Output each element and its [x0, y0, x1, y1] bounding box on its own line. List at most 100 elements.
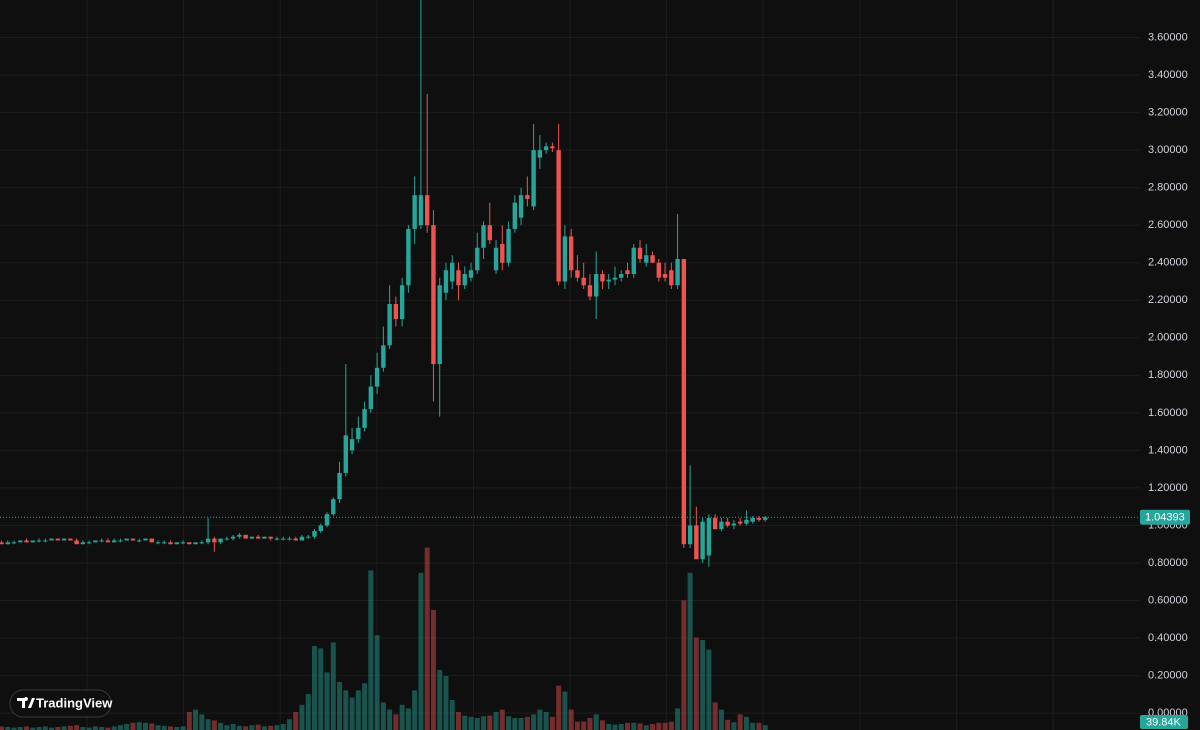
y-tick-label: 2.60000	[1148, 219, 1188, 231]
volume-bar	[324, 672, 330, 730]
volume-bar	[568, 709, 574, 730]
volume-bar	[599, 720, 605, 730]
candle-body	[719, 521, 724, 530]
candle-body	[506, 228, 511, 263]
volume-bar	[437, 670, 443, 730]
y-tick-label: 0.40000	[1148, 632, 1188, 644]
candle-body	[518, 195, 524, 218]
candle-body	[562, 236, 568, 282]
volume-bar	[330, 642, 336, 730]
candle-body	[124, 538, 129, 541]
y-tick-label: 0.60000	[1148, 594, 1188, 606]
volume-bar	[186, 712, 192, 730]
volume-bar	[236, 725, 242, 730]
volume-bar	[180, 726, 186, 730]
volume-bar	[556, 685, 562, 730]
candle-body	[293, 538, 298, 541]
volume-bar	[255, 724, 261, 730]
volume-bar	[142, 722, 148, 730]
volume-bar	[731, 722, 737, 730]
volume-bar	[312, 646, 317, 730]
volume-bar	[606, 724, 612, 730]
candle-body	[625, 270, 630, 274]
volume-bar	[99, 727, 105, 730]
candle-body	[687, 525, 693, 545]
volume-bar	[581, 721, 587, 730]
volume-bar	[706, 649, 712, 730]
volume-bar	[762, 725, 768, 730]
volume-bar	[268, 725, 274, 730]
volume-bar	[130, 722, 136, 730]
volume-bar	[305, 694, 311, 730]
candle-body	[36, 540, 42, 542]
candle-body	[694, 525, 699, 560]
candle-body	[475, 247, 480, 271]
y-tick-label: 2.80000	[1148, 182, 1188, 194]
volume-bar	[117, 725, 123, 730]
y-tick-label: 2.00000	[1148, 332, 1188, 344]
candle-body	[712, 517, 718, 530]
candle-body	[187, 542, 192, 545]
volume-bar	[662, 722, 668, 730]
candle-body	[650, 255, 655, 263]
candle-body	[568, 236, 574, 271]
candle-body	[587, 285, 593, 297]
candle-body	[675, 258, 680, 286]
candle-body	[756, 517, 762, 520]
last-price-label: 1.04393	[1145, 512, 1185, 524]
vertical-grid	[86, 0, 1054, 730]
candle-body	[612, 277, 618, 280]
volume-bar	[612, 724, 618, 730]
candle-body	[399, 285, 405, 320]
candle-body	[500, 243, 505, 263]
candle-body	[731, 523, 737, 526]
volume-bar	[543, 712, 549, 730]
volume-bar	[11, 727, 17, 730]
volume-bar	[55, 727, 61, 730]
volume-bar	[5, 727, 11, 730]
last-volume-tag	[1140, 715, 1188, 729]
candle-body	[230, 536, 236, 539]
candle-body	[155, 542, 161, 544]
candle-body	[80, 542, 86, 545]
y-tick-label: 3.40000	[1148, 69, 1188, 81]
candle-body	[281, 538, 286, 540]
volume-bar	[355, 690, 361, 730]
volume-bar	[337, 682, 343, 730]
volume-bar	[299, 704, 305, 730]
y-tick-label: 2.20000	[1148, 294, 1188, 306]
candle-body	[750, 517, 755, 522]
candle-body	[443, 270, 449, 293]
candle-body	[268, 536, 273, 539]
candle-body	[763, 517, 768, 520]
volume-bar	[631, 722, 637, 730]
last-price-tag	[1140, 509, 1190, 525]
candle-body	[669, 270, 674, 286]
candle-body	[368, 386, 374, 410]
candle-body	[105, 540, 111, 543]
candle-body	[306, 536, 311, 538]
candle-body	[493, 247, 499, 271]
candle-body	[450, 262, 455, 282]
volume-bar	[374, 635, 380, 730]
volume-bar	[205, 719, 211, 730]
candle-body	[619, 273, 624, 278]
candle-body	[343, 435, 348, 473]
volume-bar	[574, 721, 580, 730]
candle-body	[737, 521, 743, 524]
volume-bar	[286, 719, 292, 730]
candle-body	[30, 540, 35, 543]
y-tick-label: 1.20000	[1148, 482, 1188, 494]
candle-body	[606, 279, 611, 282]
y-tick-label: 3.00000	[1148, 144, 1188, 156]
volume-bar	[443, 676, 449, 730]
candle-body	[681, 258, 687, 545]
candle-body	[575, 270, 580, 278]
volume-bar	[687, 572, 693, 730]
volume-bar	[493, 712, 499, 730]
candle-body	[243, 534, 248, 539]
candle-body	[374, 367, 380, 387]
candle-body	[468, 270, 474, 278]
y-tick-label: 0.20000	[1148, 669, 1188, 681]
